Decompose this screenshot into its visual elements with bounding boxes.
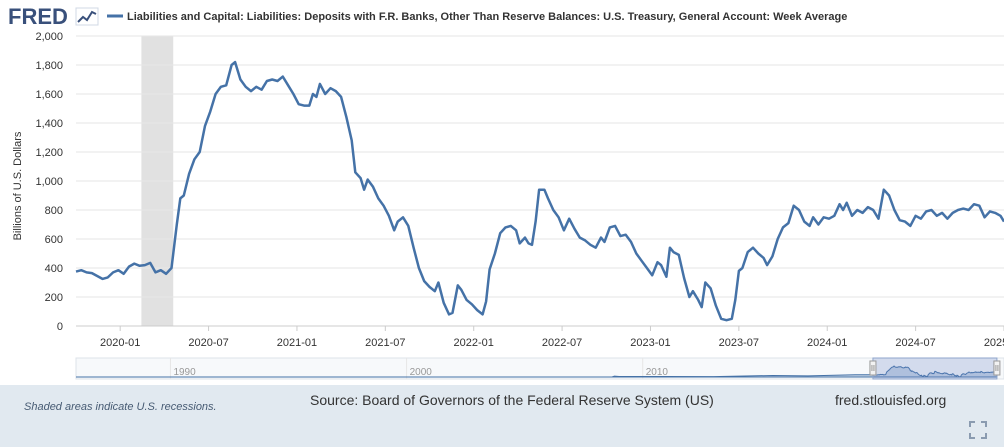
navigator-left-handle[interactable] <box>869 360 877 376</box>
legend-series-title: Liabilities and Capital: Liabilities: De… <box>127 11 847 23</box>
navigator-year-label: 1990 <box>173 367 196 378</box>
x-tick-label: 2021-01 <box>277 337 317 349</box>
y-tick-label: 0 <box>57 321 63 333</box>
x-tick-label: 2024-07 <box>895 337 935 349</box>
y-tick-label: 1,600 <box>35 89 63 101</box>
range-navigator[interactable]: 1990 2000 2010 <box>75 357 1004 380</box>
chart-area: FRED Liabilities and Capital: Liabilitie… <box>8 4 1004 380</box>
x-tick-label: 2024-01 <box>807 337 847 349</box>
fred-logo-graph-icon <box>75 7 99 26</box>
x-tick-label: 2023-01 <box>630 337 670 349</box>
source-credit: Source: Board of Governors of the Federa… <box>310 392 714 408</box>
x-tick-label: 2023-07 <box>719 337 759 349</box>
y-tick-label: 1,400 <box>35 118 63 130</box>
navigator-selected-range[interactable] <box>872 357 998 380</box>
fred-logo-text: FRED <box>8 4 68 29</box>
x-tick-label: 2025-01 <box>984 337 1004 349</box>
chart-footer <box>0 385 1004 447</box>
y-tick-label: 1,000 <box>35 176 63 188</box>
fred-site-link[interactable]: fred.stlouisfed.org <box>835 392 947 408</box>
navigator-year-label: 2010 <box>646 367 669 378</box>
recession-note: Shaded areas indicate U.S. recessions. <box>24 401 217 413</box>
y-axis-title: Billions of U.S. Dollars <box>12 131 24 240</box>
navigator-right-handle[interactable] <box>993 360 1001 376</box>
navigator-background <box>75 357 1004 380</box>
y-tick-label: 1,200 <box>35 147 63 159</box>
y-tick-label: 2,000 <box>35 31 63 43</box>
y-tick-label: 200 <box>45 292 63 304</box>
navigator-year-label: 2000 <box>410 367 433 378</box>
x-tick-label: 2021-07 <box>365 337 405 349</box>
x-tick-label: 2020-01 <box>100 337 140 349</box>
x-tick-label: 2022-01 <box>454 337 494 349</box>
y-tick-label: 800 <box>45 205 63 217</box>
y-tick-label: 400 <box>45 263 63 275</box>
x-tick-label: 2020-07 <box>188 337 228 349</box>
x-tick-label: 2022-07 <box>542 337 582 349</box>
navigator-series-area <box>76 365 998 378</box>
series-line[interactable] <box>75 60 1004 322</box>
y-tick-label: 1,800 <box>35 60 63 72</box>
y-tick-label: 600 <box>45 234 63 246</box>
fullscreen-icon[interactable] <box>968 420 988 440</box>
